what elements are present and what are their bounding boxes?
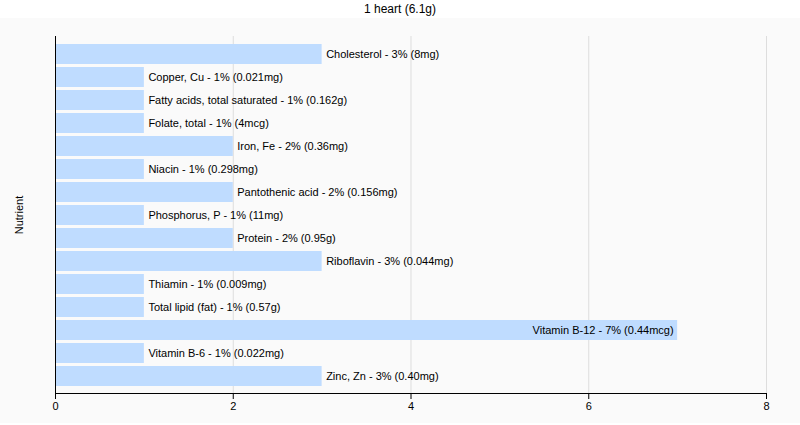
svg-text:Phosphorus, P - 1% (11mg): Phosphorus, P - 1% (11mg) — [148, 209, 283, 221]
svg-text:Vitamin B-6 - 1% (0.022mg): Vitamin B-6 - 1% (0.022mg) — [148, 347, 284, 359]
svg-text:Total lipid (fat) - 1% (0.57g): Total lipid (fat) - 1% (0.57g) — [148, 301, 280, 313]
svg-text:8: 8 — [763, 400, 769, 412]
svg-text:Iron, Fe - 2% (0.36mg): Iron, Fe - 2% (0.36mg) — [237, 140, 348, 152]
svg-text:Zinc, Zn - 3% (0.40mg): Zinc, Zn - 3% (0.40mg) — [326, 370, 438, 382]
svg-text:Pantothenic acid - 2% (0.156mg: Pantothenic acid - 2% (0.156mg) — [237, 186, 397, 198]
svg-text:Folate, total - 1% (4mcg): Folate, total - 1% (4mcg) — [148, 117, 268, 129]
html-text:1 heart (6.1g): 1 heart (6.1g) — [364, 2, 436, 16]
svg-text:Protein - 2% (0.95g): Protein - 2% (0.95g) — [237, 232, 335, 244]
svg-text:Riboflavin - 3% (0.044mg): Riboflavin - 3% (0.044mg) — [326, 255, 453, 267]
svg-text:Nutrient: Nutrient — [13, 196, 25, 235]
svg-text:2: 2 — [230, 400, 236, 412]
svg-text:Cholesterol - 3% (8mg): Cholesterol - 3% (8mg) — [326, 48, 439, 60]
svg-text:0: 0 — [52, 400, 58, 412]
svg-text:Niacin - 1% (0.298mg): Niacin - 1% (0.298mg) — [148, 163, 257, 175]
svg-text:Vitamin B-12 - 7% (0.44mcg): Vitamin B-12 - 7% (0.44mcg) — [533, 324, 674, 336]
svg-text:4: 4 — [408, 400, 414, 412]
svg-text:Fatty acids, total saturated -: Fatty acids, total saturated - 1% (0.162… — [148, 94, 347, 106]
svg-text:Thiamin - 1% (0.009mg): Thiamin - 1% (0.009mg) — [148, 278, 266, 290]
svg-text:6: 6 — [586, 400, 592, 412]
svg-text:Copper, Cu - 1% (0.021mg): Copper, Cu - 1% (0.021mg) — [148, 71, 283, 83]
